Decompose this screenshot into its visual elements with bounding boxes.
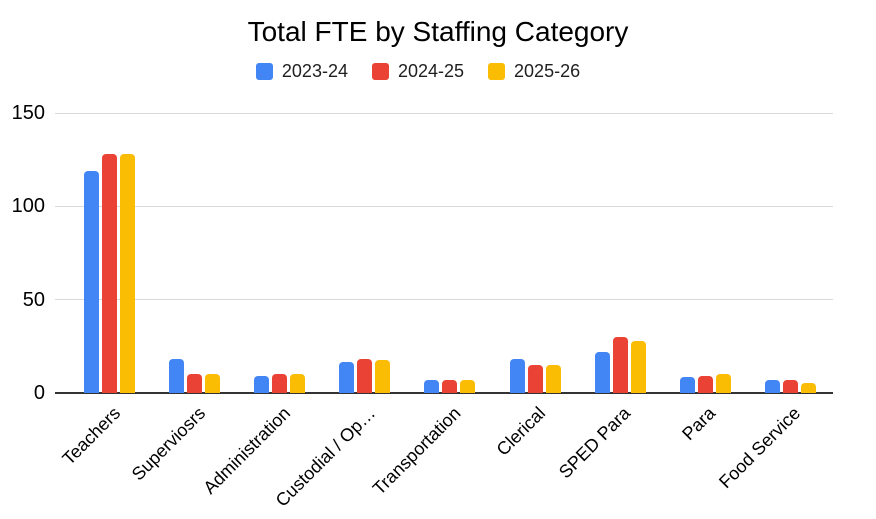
bar-2023-24-teachers[interactable] <box>84 170 100 393</box>
y-axis-tick-label-100: 100 <box>11 195 45 218</box>
x-axis-label-para: Para <box>678 403 720 445</box>
bar-2023-24-food-service[interactable] <box>764 379 780 393</box>
legend-label: 2024-25 <box>397 61 465 81</box>
legend-swatch-2023-24 <box>255 63 273 80</box>
bar-2025-26-food-service[interactable] <box>800 382 816 393</box>
gridline-50 <box>55 299 833 301</box>
bar-2024-25-superviosrs[interactable] <box>187 374 203 393</box>
y-axis-tick-label-50: 50 <box>22 288 45 311</box>
category-group-sped-para: SPED Para <box>555 113 663 482</box>
legend-label: 2025-26 <box>514 61 581 81</box>
category-group-superviosrs: Superviosrs <box>127 113 237 484</box>
bar-2023-24-administration[interactable] <box>254 376 270 393</box>
x-axis-label-clerical: Clerical <box>492 403 550 460</box>
y-axis-tick-label-150: 150 <box>11 102 45 124</box>
bar-2025-26-administration[interactable] <box>290 374 306 393</box>
bar-2025-26-teachers[interactable] <box>120 154 136 393</box>
category-group-clerical: Clerical <box>493 113 578 460</box>
bar-2023-24-para[interactable] <box>679 377 695 393</box>
x-axis-label-administration: Administration <box>199 403 294 498</box>
x-axis-label-teachers: Teachers <box>57 403 124 469</box>
x-axis-line <box>55 392 833 394</box>
legend-swatch-2025-26 <box>488 63 506 80</box>
bar-2025-26-transportation[interactable] <box>460 379 476 393</box>
gridline-100 <box>55 205 833 207</box>
category-group-food-service: Food Service <box>715 113 833 492</box>
bar-2023-24-sped-para[interactable] <box>594 351 610 393</box>
legend-item-2024-25: 2024-25 <box>371 61 465 82</box>
category-group-teachers: Teachers <box>58 113 152 469</box>
bar-2024-25-custodial-op[interactable] <box>357 359 373 393</box>
chart-title: Total FTE by Staffing Category <box>247 16 629 47</box>
bar-2024-25-para[interactable] <box>697 376 713 393</box>
x-axis-label-sped-para: SPED Para <box>555 403 635 483</box>
bar-2024-25-sped-para[interactable] <box>612 337 628 393</box>
bar-2025-26-clerical[interactable] <box>545 365 561 393</box>
legend-swatch-2024-25 <box>371 63 389 80</box>
bar-2024-25-transportation[interactable] <box>442 379 458 393</box>
bar-2024-25-administration[interactable] <box>272 374 288 393</box>
category-group-custodial-op: Custodial / Op… <box>272 113 407 511</box>
bar-2025-26-custodial-op[interactable] <box>375 360 391 393</box>
bar-2023-24-superviosrs[interactable] <box>169 359 185 393</box>
y-axis-tick-label-0: 0 <box>33 382 45 404</box>
legend-label: 2023-24 <box>281 61 348 81</box>
x-axis-label-superviosrs: Superviosrs <box>127 403 209 485</box>
bar-2024-25-clerical[interactable] <box>527 365 543 393</box>
bar-2025-26-sped-para[interactable] <box>630 340 646 393</box>
category-group-transportation: Transportation <box>368 113 492 499</box>
category-group-administration: Administration <box>199 113 322 498</box>
bar-2024-25-food-service[interactable] <box>782 379 798 393</box>
x-axis-label-transportation: Transportation <box>368 403 465 499</box>
x-axis-label-food-service: Food Service <box>715 403 805 493</box>
bar-2025-26-para[interactable] <box>715 374 731 393</box>
legend: 2023-24 2024-25 2025-26 <box>0 61 876 82</box>
bar-2025-26-superviosrs[interactable] <box>205 374 221 393</box>
gridline-150 <box>55 112 833 114</box>
legend-item-2025-26: 2025-26 <box>488 61 580 82</box>
legend-item-2023-24: 2023-24 <box>255 61 348 82</box>
bar-2023-24-clerical[interactable] <box>509 359 525 393</box>
bars-row: Teachers Superviosrs Administration Custodi… <box>58 113 833 511</box>
plot-area: Teachers Superviosrs Administration Custodi… <box>55 112 833 511</box>
category-group-para: Para <box>663 113 748 444</box>
bar-2023-24-transportation[interactable] <box>424 379 440 393</box>
bar-2024-25-teachers[interactable] <box>102 154 118 393</box>
bar-2023-24-custodial-op[interactable] <box>339 362 355 393</box>
